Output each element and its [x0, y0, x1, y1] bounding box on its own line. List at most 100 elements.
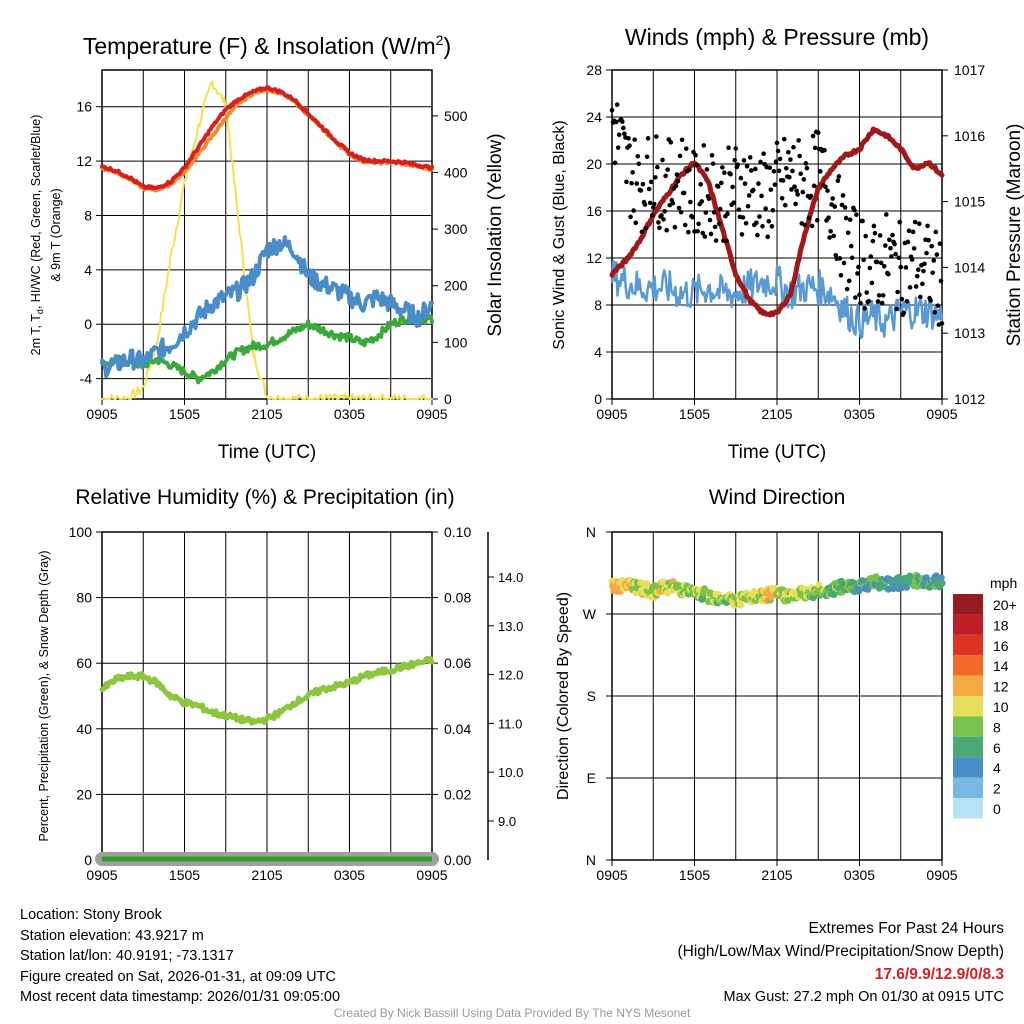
gust-point: [907, 285, 913, 290]
gust-point: [613, 119, 619, 125]
gust-point: [725, 211, 730, 217]
gust-point: [842, 205, 848, 210]
gust-point: [614, 102, 620, 107]
gust-point: [698, 182, 703, 187]
y-tick-label: 0: [84, 852, 92, 868]
plot-humidity: 0905 1505 2105 0305 09050204060801000.000.02…: [69, 524, 524, 883]
gust-point: [713, 238, 719, 243]
gust-point: [787, 174, 792, 180]
x-tick-label: 0905: [86, 867, 117, 883]
gust-point: [628, 214, 633, 220]
gust-point: [874, 259, 880, 265]
legend-label: 4: [993, 760, 1001, 776]
y-tick-label: 0: [84, 316, 92, 332]
gust-point: [755, 232, 760, 238]
gust-point: [758, 159, 763, 165]
gust-point: [798, 171, 804, 177]
gust-point: [847, 217, 853, 222]
gust-point: [918, 294, 923, 300]
gust-point: [701, 143, 707, 148]
gust-point: [822, 147, 827, 153]
gust-point: [803, 161, 809, 166]
gust-point: [825, 188, 830, 193]
gust-point: [754, 220, 759, 226]
y-tick-label: 20: [586, 156, 602, 172]
gust-point: [622, 131, 627, 137]
pressure-line: [609, 126, 945, 318]
gust-point: [615, 145, 621, 150]
gust-point: [672, 224, 678, 230]
gust-point: [868, 254, 874, 259]
x-tick-label: 2105: [761, 406, 792, 422]
y2-tick-label: 1012: [954, 391, 985, 407]
gust-point: [786, 149, 791, 155]
gust-point: [757, 214, 762, 219]
gust-point: [866, 298, 872, 304]
gust-point: [890, 232, 895, 238]
gust-point: [715, 184, 721, 189]
legend-label: 12: [993, 679, 1009, 695]
gust-point: [732, 157, 738, 163]
gust-point: [806, 215, 812, 221]
legend-label: 2: [993, 781, 1001, 797]
y3-tick-label: 13.0: [498, 619, 523, 634]
gust-point: [791, 145, 796, 150]
gust-point: [710, 161, 716, 166]
gust-point: [846, 278, 852, 284]
created-text: Figure created on Sat, 2026-01-31, at 09…: [20, 968, 336, 985]
x-tick-label: 0905: [416, 867, 447, 883]
y-tick-label: 4: [84, 262, 92, 278]
gust-point: [929, 243, 934, 249]
y-axis-label: Percent, Precipitation (Green), & Snow D…: [37, 550, 51, 841]
gust-point: [886, 271, 891, 277]
x-tick-label: 1505: [679, 406, 710, 422]
extremes-values: 17.6/9.9/12.9/0/8.3: [874, 966, 1004, 983]
gust-point: [878, 260, 884, 266]
gust-point: [742, 181, 748, 186]
gust-point: [695, 228, 700, 234]
legend-label: 6: [993, 740, 1001, 756]
gust-point: [826, 215, 831, 221]
gust-point: [848, 243, 854, 249]
gust-point: [627, 143, 632, 148]
y2-tick-label: 300: [444, 221, 468, 237]
dewpoint-line: [100, 235, 434, 379]
gust-point: [636, 161, 642, 167]
y-tick-label: 12: [586, 250, 602, 266]
y-tick-label: 80: [76, 590, 92, 606]
legend-label: 8: [993, 719, 1001, 735]
gust-point: [802, 222, 808, 228]
gust-point: [881, 263, 887, 269]
gust-point: [935, 303, 941, 308]
x-tick-label: 0905: [596, 406, 627, 422]
gust-point: [783, 165, 789, 171]
gust-point: [903, 265, 909, 270]
gust-point: [690, 214, 695, 220]
gust-point: [655, 164, 660, 170]
gust-point: [745, 203, 751, 209]
gust-point: [888, 245, 893, 251]
x-tick-label: 0305: [334, 867, 365, 883]
gust-point: [804, 165, 810, 171]
gust-point: [676, 205, 682, 211]
x-tick-label: 1505: [169, 406, 200, 422]
gust-point: [858, 300, 863, 306]
legend-swatch: [953, 614, 983, 635]
y-tick-label: -4: [80, 371, 93, 387]
insolation-line: [101, 80, 433, 400]
gust-point: [815, 130, 821, 136]
y2-tick-label: 0.08: [444, 590, 471, 606]
y2-tick-label: 1013: [954, 325, 985, 341]
gust-point: [773, 159, 779, 164]
gust-point: [904, 298, 910, 304]
plot-temperature: 0905 1505 2105 0305 0905 -4 0 4 8 12 16 0 100 200 300 4…: [76, 69, 468, 422]
y2-axis-label: Solar Insolation (Yellow): [485, 133, 506, 336]
y2-tick-label: 400: [444, 164, 468, 180]
y-tick-label: W: [583, 606, 597, 622]
gust-point: [756, 181, 761, 186]
gust-point: [647, 200, 653, 206]
gust-point: [649, 212, 655, 218]
gust-point: [772, 182, 778, 187]
gust-point: [889, 254, 894, 259]
extremes-info: Extremes For Past 24 Hours (High/Low/Max…: [678, 917, 1005, 1009]
